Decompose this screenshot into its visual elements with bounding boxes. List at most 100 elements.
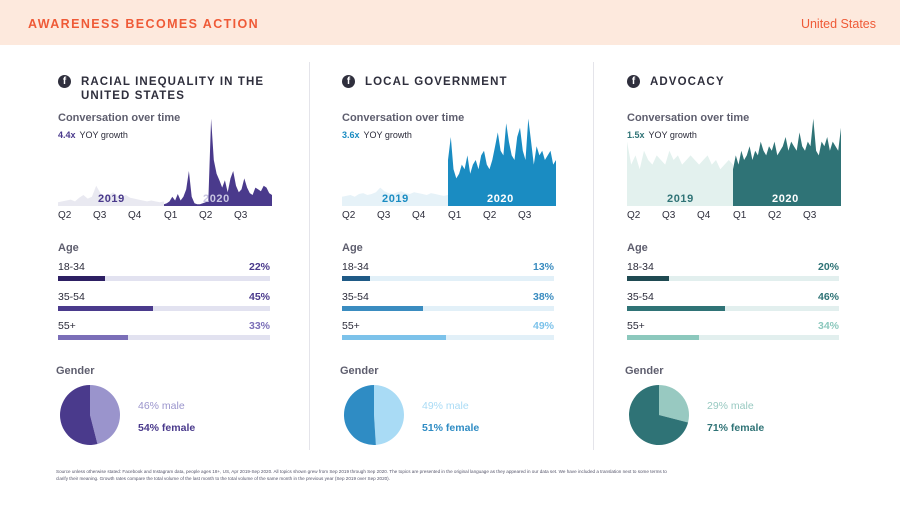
conversation-label: Conversation over time (627, 112, 750, 124)
year-2020-label: 2020 (487, 193, 514, 205)
gender-section-label: Gender (340, 365, 379, 377)
gender-female-label: 71% female (707, 422, 765, 434)
column-divider (593, 62, 594, 450)
yoy-suffix: YOY growth (79, 130, 128, 140)
series-2019-area (58, 185, 164, 206)
age-bar-row: 18-34 13% (342, 261, 554, 283)
quarter-tick-label: Q2 (199, 210, 213, 221)
age-bar-fill (342, 276, 370, 281)
quarter-tick-label: Q3 (662, 210, 676, 221)
facebook-icon: f (627, 75, 640, 88)
age-bar-track (58, 335, 270, 340)
age-bar-fill (342, 335, 446, 340)
quarter-tick-label: Q4 (128, 210, 142, 221)
year-2020-label: 2020 (772, 193, 799, 205)
quarter-axis: Q2 Q3 Q4 Q1 Q2 Q3 (342, 210, 556, 224)
gender-male-label: 46% male (138, 400, 185, 412)
yoy-suffix: YOY growth (363, 130, 412, 140)
quarter-tick-label: Q1 (448, 210, 462, 221)
series-2020-area (164, 118, 272, 206)
quarter-tick-label: Q3 (234, 210, 248, 221)
yoy-suffix: YOY growth (648, 130, 697, 140)
age-bracket-label: 55+ (58, 320, 76, 332)
pie-slice-male (90, 385, 121, 445)
facebook-icon: f (342, 75, 355, 88)
age-bar-fill (627, 306, 725, 311)
age-bar-fill (627, 276, 670, 281)
age-bar-fill (58, 335, 128, 340)
series-2020-area (448, 118, 556, 206)
yoy-multiplier: 4.4x (58, 130, 76, 140)
pie-slice-male (659, 385, 690, 423)
age-section-label: Age (342, 242, 363, 254)
country-label: United States (800, 17, 876, 31)
age-bar-row: 35-54 46% (627, 291, 839, 313)
quarter-tick-label: Q4 (412, 210, 426, 221)
quarter-tick-label: Q3 (803, 210, 817, 221)
age-bar-row: 35-54 45% (58, 291, 270, 313)
top-banner: AWARENESS BECOMES ACTION United States (0, 0, 900, 45)
age-percent-label: 45% (248, 291, 270, 303)
gender-male-label: 29% male (707, 400, 754, 412)
age-bar-fill (342, 306, 423, 311)
age-bracket-label: 35-54 (627, 291, 654, 303)
quarter-tick-label: Q3 (93, 210, 107, 221)
pie-slice-female (343, 385, 376, 445)
quarter-tick-label: Q2 (483, 210, 497, 221)
age-bar-track (58, 276, 270, 281)
year-2019-label: 2019 (667, 193, 694, 205)
age-percent-label: 22% (248, 261, 270, 273)
source-footnote: Source unless otherwise stated: Facebook… (56, 469, 667, 481)
conversation-label: Conversation over time (342, 112, 465, 124)
age-bracket-label: 35-54 (342, 291, 369, 303)
age-percent-label: 34% (817, 320, 839, 332)
age-percent-label: 13% (532, 261, 554, 273)
topic-panel: f RACIAL INEQUALITY IN THE UNITED STATES C… (56, 62, 298, 452)
topic-panel: f ADVOCACY Conversation over time 1.5x YOY g… (625, 62, 867, 452)
gender-male-label: 49% male (422, 400, 469, 412)
pie-slice-female (60, 385, 98, 445)
quarter-tick-label: Q1 (164, 210, 178, 221)
conversation-area-chart (627, 118, 841, 206)
age-bar-fill (58, 276, 105, 281)
age-bracket-label: 18-34 (627, 261, 654, 273)
pie-slice-male (374, 385, 404, 445)
age-bar-fill (627, 335, 700, 340)
quarter-tick-label: Q4 (697, 210, 711, 221)
gender-female-label: 51% female (422, 422, 480, 434)
age-percent-label: 46% (817, 291, 839, 303)
age-bracket-label: 18-34 (58, 261, 85, 273)
series-2020-area (733, 118, 841, 206)
gender-pie-chart (629, 385, 690, 445)
column-divider (309, 62, 310, 450)
year-2020-label: 2020 (203, 193, 230, 205)
age-bar-row: 55+ 34% (627, 320, 839, 342)
age-bar-track (342, 335, 554, 340)
age-bar-row: 18-34 20% (627, 261, 839, 283)
yoy-growth: 4.4x YOY growth (58, 130, 128, 140)
age-bar-track (627, 335, 839, 340)
pie-slice-female (629, 385, 689, 445)
age-percent-label: 33% (248, 320, 270, 332)
age-bar-track (627, 306, 839, 311)
year-2019-label: 2019 (382, 193, 409, 205)
gender-pie-chart (60, 385, 121, 445)
gender-section-label: Gender (625, 365, 664, 377)
age-bar-track (627, 276, 839, 281)
quarter-axis: Q2 Q3 Q4 Q1 Q2 Q3 (627, 210, 841, 224)
quarter-axis: Q2 Q3 Q4 Q1 Q2 Q3 (58, 210, 272, 224)
gender-section-label: Gender (56, 365, 95, 377)
quarter-tick-label: Q3 (377, 210, 391, 221)
quarter-tick-label: Q1 (733, 210, 747, 221)
age-bar-row: 18-34 22% (58, 261, 270, 283)
age-percent-label: 20% (817, 261, 839, 273)
topic-panel: f LOCAL GOVERNMENT Conversation over time 3… (340, 62, 582, 452)
topic-title: ADVOCACY (650, 76, 725, 88)
conversation-area-chart (58, 118, 272, 206)
yoy-growth: 3.6x YOY growth (342, 130, 412, 140)
age-section-label: Age (627, 242, 648, 254)
age-percent-label: 38% (532, 291, 554, 303)
age-bracket-label: 18-34 (342, 261, 369, 273)
yoy-multiplier: 1.5x (627, 130, 645, 140)
facebook-icon: f (58, 75, 71, 88)
